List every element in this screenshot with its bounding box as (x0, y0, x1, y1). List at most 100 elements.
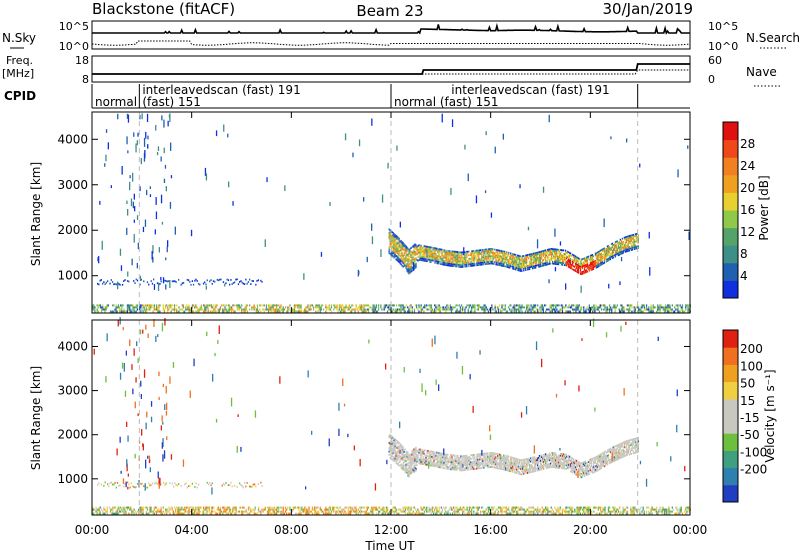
power-cell (569, 261, 572, 264)
power-cell (214, 310, 216, 313)
power-cell (439, 252, 441, 254)
velocity-cell (672, 508, 675, 511)
power-cell (497, 254, 499, 257)
velocity-cell (408, 512, 410, 515)
power-cell (246, 310, 248, 313)
power-cell (415, 246, 417, 248)
power-cell (505, 252, 507, 255)
power-cell (312, 308, 315, 311)
power-cell (494, 308, 496, 311)
velocity-cell (392, 456, 394, 458)
power-cell (415, 262, 417, 265)
power-cell (592, 310, 594, 313)
power-cell (394, 248, 396, 251)
velocity-cell (210, 512, 213, 515)
power-cell (561, 306, 564, 309)
power-cell (429, 306, 431, 309)
power-cell (389, 234, 391, 237)
power-cell (538, 264, 540, 266)
power-cell (471, 308, 473, 311)
power-cell (542, 306, 544, 309)
power-cell (433, 249, 435, 251)
power-cell (504, 250, 506, 253)
power-cell (603, 251, 606, 253)
velocity-cell (192, 508, 195, 511)
velocity-cell (491, 506, 493, 509)
velocity-cell (486, 512, 488, 515)
velocity-cell (109, 508, 112, 511)
velocity-cell (145, 512, 148, 515)
power-cell (164, 164, 167, 169)
velocity-cell (400, 452, 402, 455)
power-cell (456, 262, 458, 264)
power-cell (474, 306, 476, 309)
power-cell (432, 257, 434, 260)
power-cell (501, 257, 503, 260)
power-cell (104, 308, 106, 311)
power-cell (376, 310, 379, 313)
power-cell (465, 263, 467, 266)
power-cell (548, 279, 550, 284)
velocity-cell (604, 508, 606, 511)
power-cell (127, 308, 130, 311)
velocity-cell (223, 506, 225, 509)
velocity-cell (408, 465, 410, 467)
power-cell (631, 234, 633, 237)
power-cell (551, 255, 553, 258)
power-cell (392, 241, 394, 243)
velocity-cell (173, 485, 175, 488)
power-cell (403, 248, 405, 251)
velocity-cell (255, 512, 257, 515)
power-cell (622, 308, 624, 311)
velocity-cell (409, 455, 411, 458)
power-cell (434, 252, 436, 255)
power-cell (269, 304, 271, 307)
power-cell (526, 258, 528, 260)
power-cell (388, 246, 390, 249)
power-cell (568, 262, 571, 265)
velocity-cell (520, 512, 522, 515)
power-cell (590, 256, 593, 258)
velocity-cell (566, 510, 568, 513)
velocity-cell (557, 506, 559, 509)
power-cell (431, 310, 433, 313)
velocity-data (92, 316, 691, 515)
power-cell (556, 252, 559, 255)
power-cell (619, 308, 621, 311)
power-cell (104, 310, 106, 313)
power-cell (584, 264, 587, 267)
power-cell (405, 263, 407, 266)
power-cell (614, 308, 616, 311)
power-cell (409, 266, 411, 269)
power-cell (443, 308, 445, 311)
power-cell (606, 306, 608, 309)
power-cell (639, 310, 641, 313)
power-cell (551, 257, 553, 259)
power-cell (523, 269, 525, 272)
velocity-cell (140, 510, 142, 513)
power-cell (456, 304, 458, 307)
velocity-cell (471, 512, 473, 515)
power-cell (187, 279, 190, 282)
power-cell (389, 238, 391, 241)
power-cell (438, 248, 440, 250)
power-cell (533, 267, 535, 269)
velocity-cell (225, 512, 227, 515)
velocity-cell (231, 485, 233, 488)
velocity-cell (576, 506, 578, 509)
power-cell (159, 310, 161, 313)
power-cell (536, 255, 538, 258)
power-cell (491, 251, 493, 254)
power-cell (340, 308, 343, 311)
velocity-cell (571, 506, 574, 509)
power-cell (566, 256, 569, 258)
power-cell (626, 138, 628, 143)
power-cell (131, 304, 133, 307)
velocity-cell (624, 508, 626, 511)
power-cell (619, 281, 621, 286)
power-cell (192, 304, 195, 307)
power-cell (503, 250, 505, 253)
power-cell (561, 310, 564, 313)
power-cell (107, 142, 109, 150)
power-cell (685, 306, 687, 309)
